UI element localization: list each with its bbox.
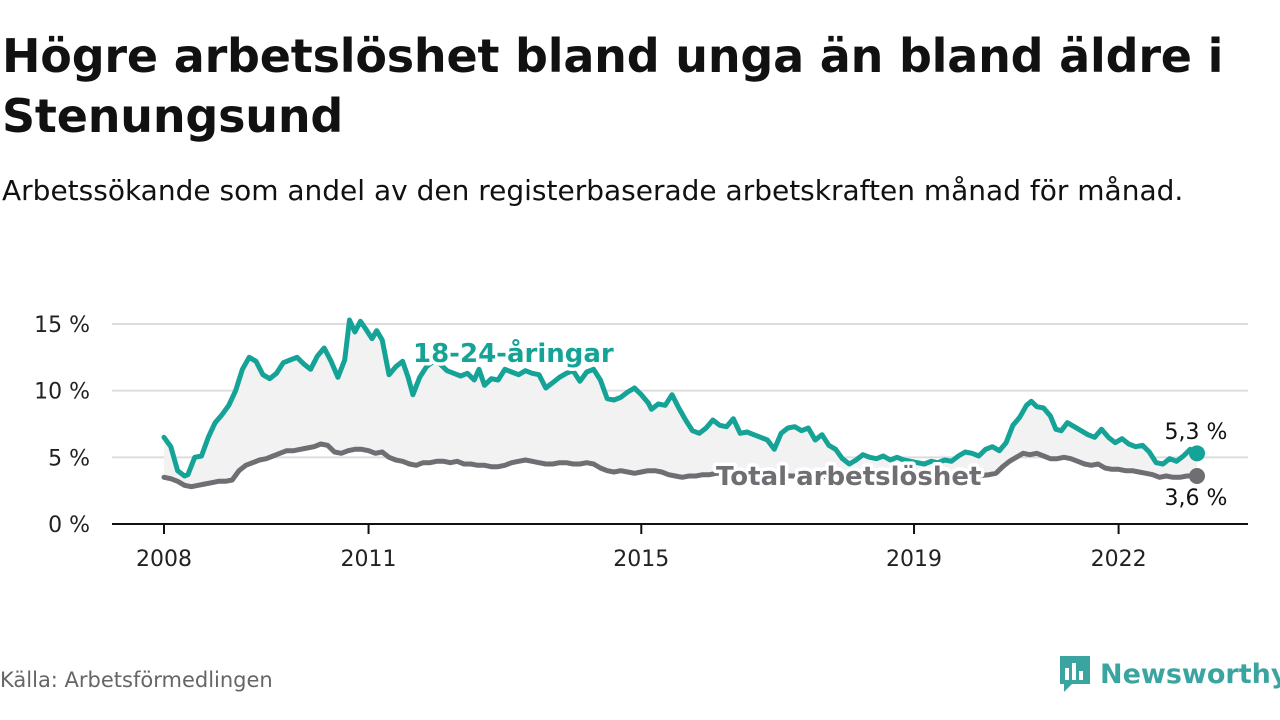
- y-axis: 0 % 5 % 10 % 15 %: [34, 313, 90, 538]
- total-end-marker: [1189, 468, 1205, 484]
- chart-subtitle: Arbetssökande som andel av den registerb…: [2, 174, 1184, 207]
- total-line: [161, 441, 1200, 490]
- y-tick-label: 15 %: [34, 313, 90, 338]
- x-axis: 2008 2011 2015 2019 2022: [112, 523, 1248, 572]
- newsworthy-logo-icon: [1060, 656, 1090, 692]
- youth-line: [161, 317, 1200, 479]
- youth-end-marker: [1189, 445, 1205, 462]
- series-labels: 18-24-åringar Total arbetslöshet 5,3 % 3,6 …: [410, 334, 1231, 515]
- brand-name: Newsworthy: [1100, 658, 1280, 690]
- x-tick-label: 2008: [136, 547, 192, 572]
- youth-series-label: 18-24-åringar: [413, 337, 614, 369]
- x-tick-label: 2011: [341, 547, 397, 572]
- total-end-value: 3,6 %: [1165, 486, 1228, 511]
- y-tick-label: 0 %: [48, 513, 90, 538]
- youth-end-value: 5,3 %: [1165, 420, 1228, 445]
- source-note: Källa: Arbetsförmedlingen: [0, 668, 273, 692]
- series: [161, 317, 1205, 490]
- total-series-label: Total arbetslöshet: [716, 462, 981, 492]
- brand-logo: Newsworthy: [1058, 654, 1280, 694]
- chart-title: Högre arbetslöshet bland unga än bland ä…: [2, 29, 1224, 143]
- y-tick-label: 5 %: [48, 446, 90, 471]
- gap-area: [164, 320, 1197, 487]
- x-tick-label: 2019: [886, 547, 942, 572]
- x-tick-label: 2022: [1091, 547, 1147, 572]
- x-tick-label: 2015: [613, 547, 669, 572]
- y-tick-label: 10 %: [34, 380, 90, 405]
